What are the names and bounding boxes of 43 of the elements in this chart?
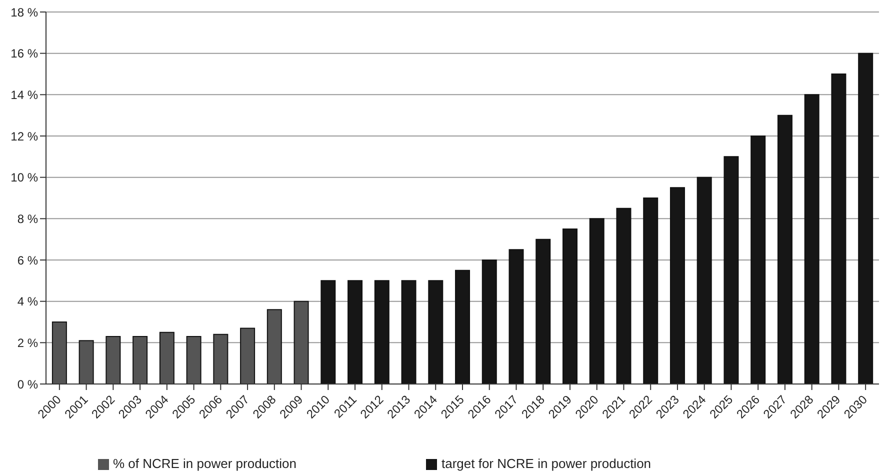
bar xyxy=(562,228,578,384)
bar xyxy=(858,52,874,384)
bar xyxy=(670,187,685,384)
bar xyxy=(106,336,121,384)
bar xyxy=(348,280,363,384)
bar xyxy=(401,280,416,384)
y-tick-label: 18 % xyxy=(10,5,38,20)
y-tick-label: 2 % xyxy=(17,336,38,350)
bar xyxy=(536,238,551,384)
bar xyxy=(294,300,309,384)
bar xyxy=(750,136,766,384)
bar xyxy=(132,336,148,384)
bar xyxy=(804,94,820,384)
bar xyxy=(320,280,336,384)
bar xyxy=(186,336,202,384)
bar xyxy=(240,328,256,384)
bar xyxy=(78,340,94,384)
bar xyxy=(428,280,444,384)
bar xyxy=(777,114,792,384)
bar xyxy=(616,208,632,384)
bar xyxy=(213,334,228,384)
bar xyxy=(696,176,712,384)
bar xyxy=(482,260,497,384)
y-tick-label: 12 % xyxy=(10,129,38,144)
bar xyxy=(52,322,67,384)
legend-label: % of NCRE in power production xyxy=(112,456,296,471)
legend-label: target for NCRE in power production xyxy=(441,456,652,471)
bar xyxy=(374,280,390,384)
bar xyxy=(508,249,524,384)
y-tick-label: 8 % xyxy=(17,212,38,226)
y-tick-label: 6 % xyxy=(17,253,38,268)
bar xyxy=(643,198,658,384)
bar xyxy=(455,270,470,384)
bar xyxy=(724,156,739,384)
bar xyxy=(589,218,604,384)
bar xyxy=(831,74,846,384)
y-tick-label: 16 % xyxy=(10,46,38,61)
bar xyxy=(159,332,174,384)
y-tick-label: 4 % xyxy=(17,294,38,309)
y-tick-label: 10 % xyxy=(10,170,38,185)
y-tick-label: 0 % xyxy=(17,377,38,392)
y-tick-label: 14 % xyxy=(10,88,38,102)
bar xyxy=(266,309,282,384)
